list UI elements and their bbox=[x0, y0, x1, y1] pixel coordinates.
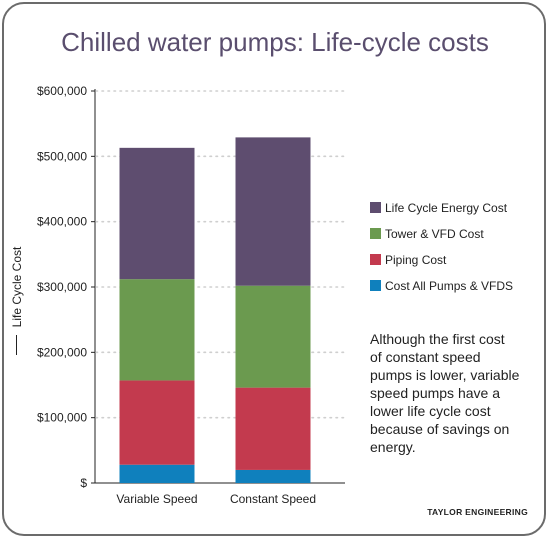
legend-item: Life Cycle Energy Cost bbox=[370, 199, 513, 216]
y-tick-label: $ bbox=[80, 476, 87, 490]
legend-label: Cost All Pumps & VFDS bbox=[385, 278, 514, 293]
y-axis-title-tick bbox=[16, 335, 17, 355]
legend: Life Cycle Energy Cost Tower & VFD Cost Pi… bbox=[370, 199, 513, 303]
legend-item: Tower & VFD Cost bbox=[370, 225, 513, 242]
legend-label: Tower & VFD Cost bbox=[385, 226, 484, 241]
y-tick-label: $300,000 bbox=[37, 280, 87, 294]
chart-title: Chilled water pumps: Life-cycle costs bbox=[61, 27, 489, 57]
legend-label: Piping Cost bbox=[385, 252, 447, 267]
x-tick-label: Constant Speed bbox=[230, 492, 316, 506]
bar-segment bbox=[119, 279, 195, 381]
bar-segment bbox=[235, 285, 311, 388]
legend-item: Cost All Pumps & VFDS bbox=[370, 277, 513, 294]
bar-segment bbox=[119, 464, 195, 483]
y-tick-label: $400,000 bbox=[37, 215, 87, 229]
legend-item: Piping Cost bbox=[370, 251, 513, 268]
bar-segment bbox=[119, 147, 195, 280]
y-tick-label: $100,000 bbox=[37, 411, 87, 425]
x-tick-label: Variable Speed bbox=[116, 492, 197, 506]
bar-segment bbox=[235, 137, 311, 286]
legend-swatch bbox=[370, 228, 381, 239]
credit-label: TAYLOR ENGINEERING bbox=[427, 507, 528, 517]
bar-segment bbox=[235, 469, 311, 483]
legend-swatch bbox=[370, 254, 381, 265]
bar-segment bbox=[235, 387, 311, 470]
legend-swatch bbox=[370, 280, 381, 291]
y-tick-label: $200,000 bbox=[37, 345, 87, 359]
legend-label: Life Cycle Energy Cost bbox=[385, 200, 508, 215]
legend-swatch bbox=[370, 202, 381, 213]
y-tick-label: $500,000 bbox=[37, 149, 87, 163]
y-tick-label: $600,000 bbox=[37, 84, 87, 98]
bar-segment bbox=[119, 380, 195, 465]
annotation-note: Although the first cost of constant spee… bbox=[370, 331, 520, 455]
